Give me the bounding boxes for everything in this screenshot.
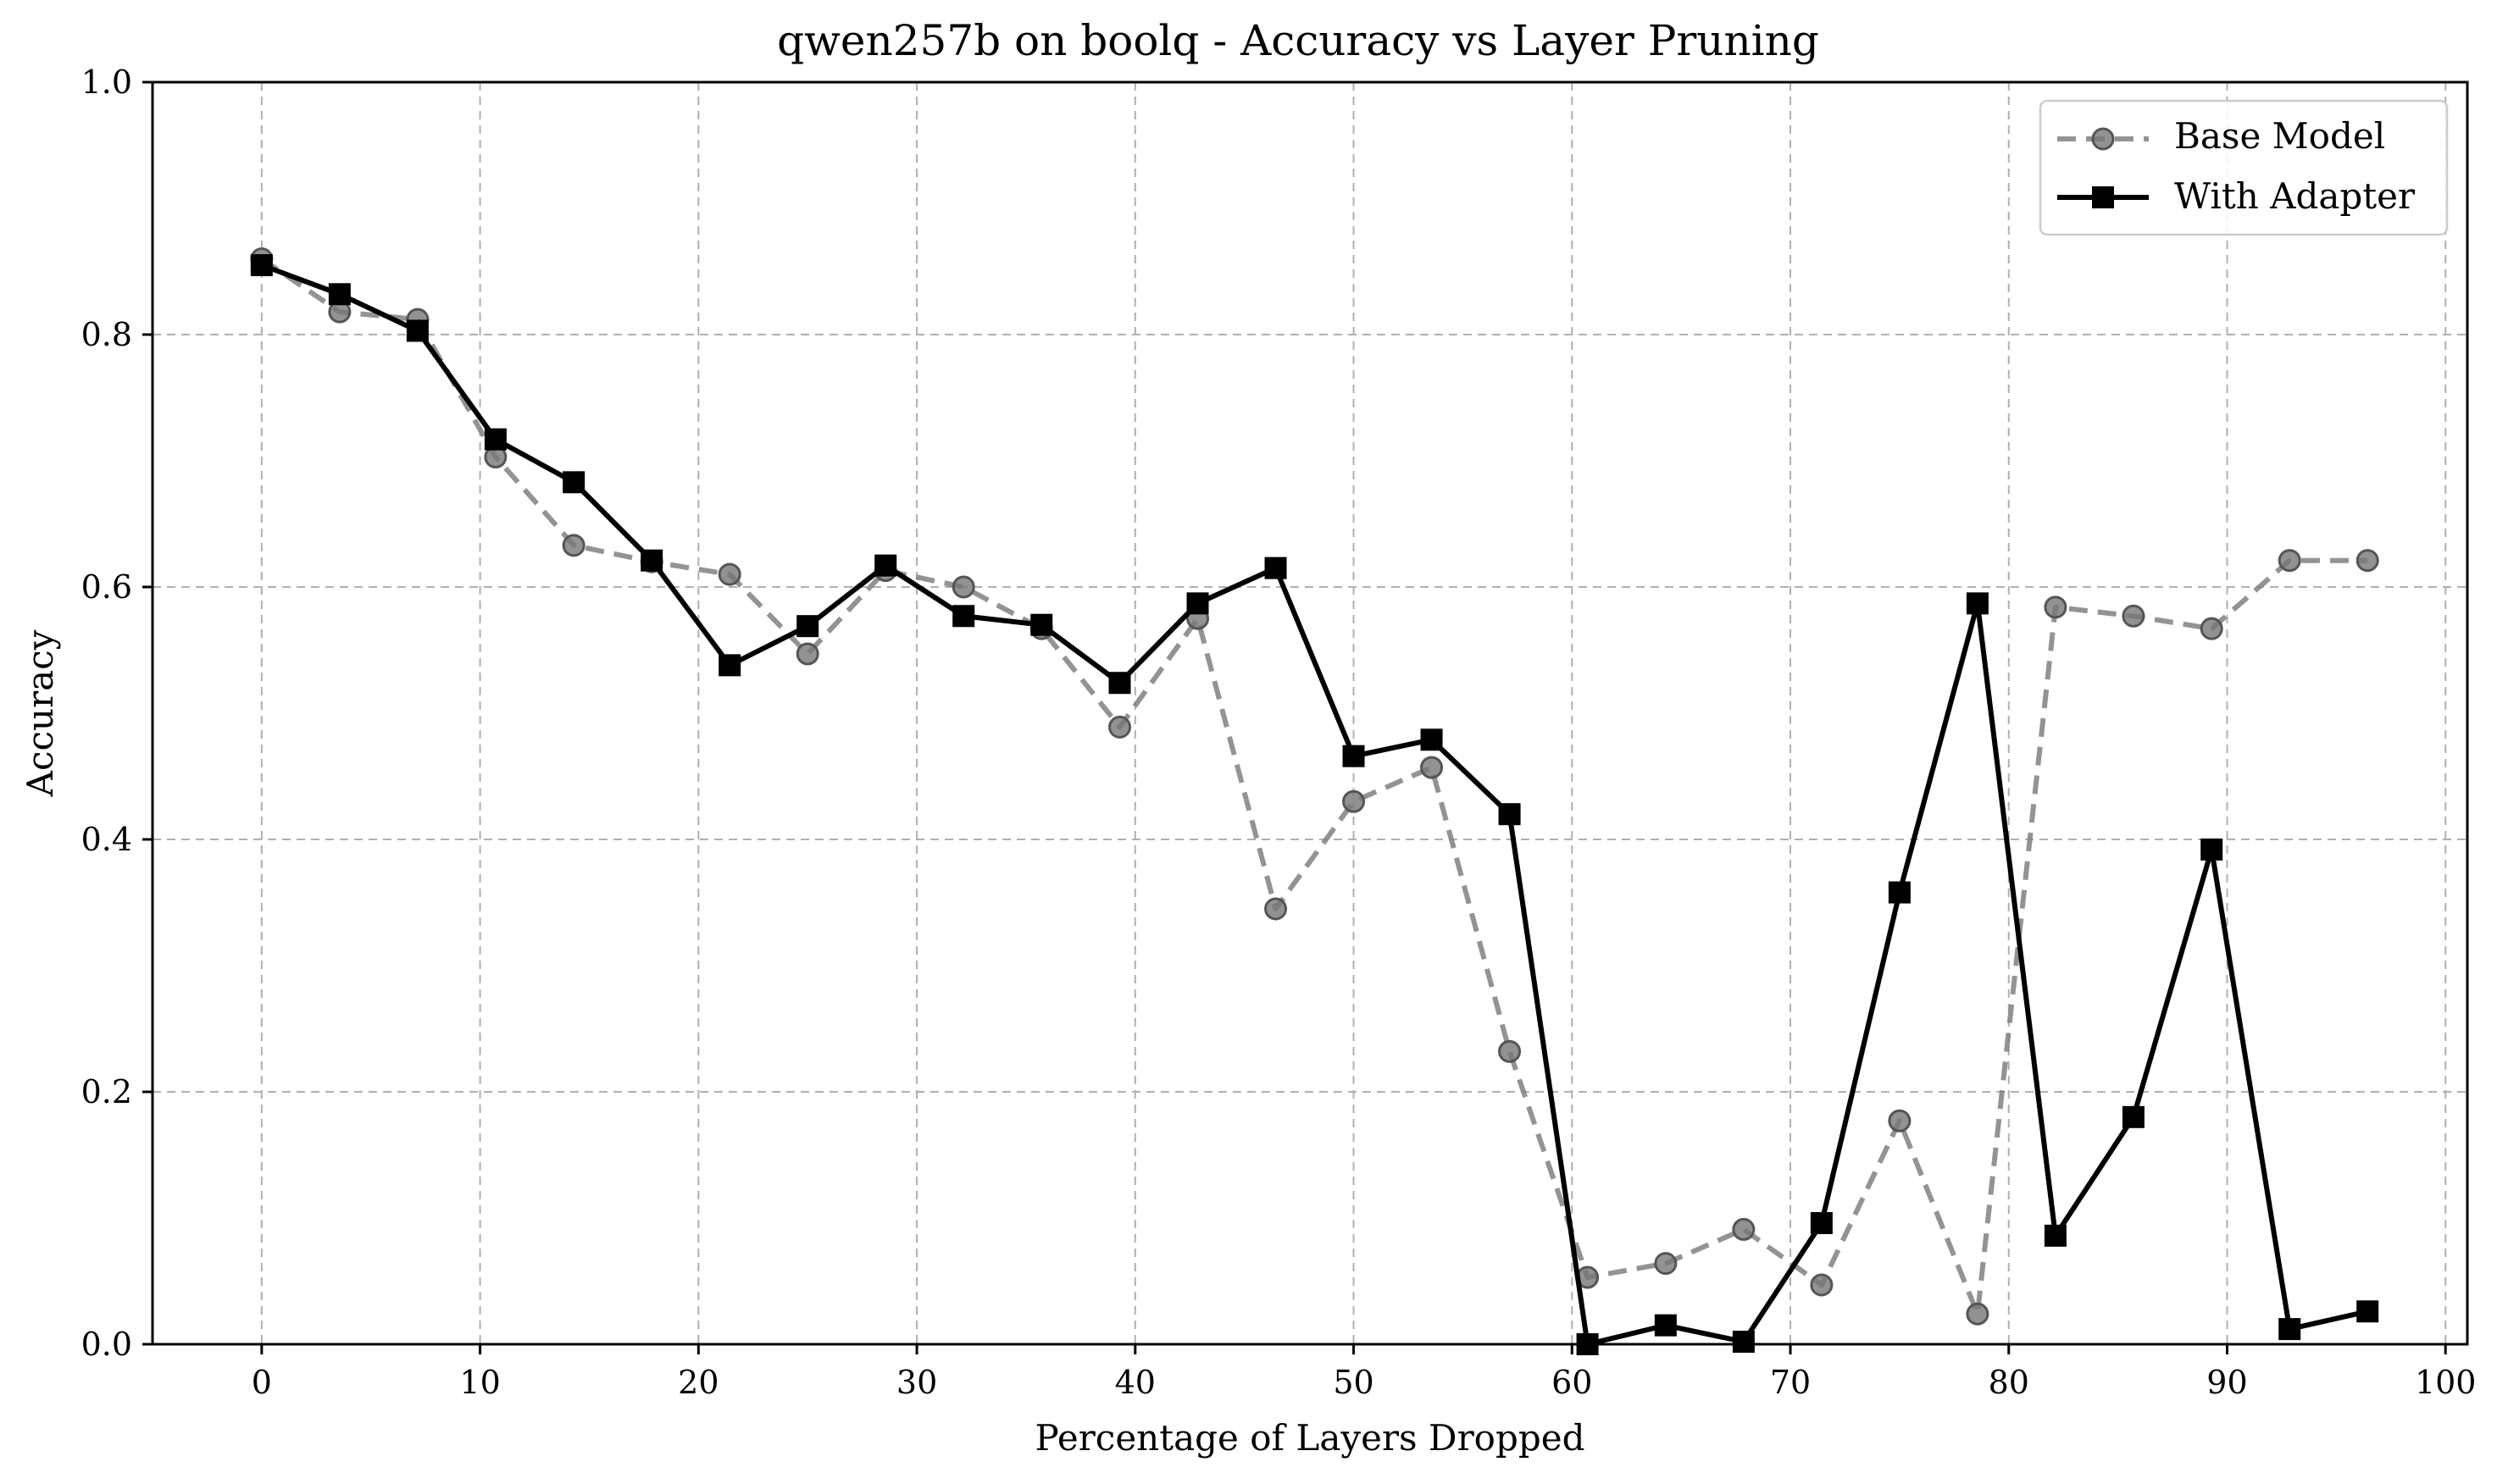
legend: Base Model With Adapter bbox=[2039, 99, 2449, 236]
data-point-with-adapter bbox=[406, 319, 429, 342]
x-tick-label: 100 bbox=[2415, 1364, 2477, 1401]
data-point-with-adapter bbox=[563, 471, 585, 494]
data-point-with-adapter bbox=[1810, 1211, 1833, 1234]
data-point-base-model bbox=[2044, 595, 2067, 619]
data-point-base-model bbox=[1966, 1302, 1989, 1326]
data-point-with-adapter bbox=[719, 654, 741, 677]
data-point-base-model bbox=[1732, 1217, 1756, 1241]
data-point-base-model bbox=[718, 562, 741, 586]
y-axis-label: Accuracy bbox=[19, 629, 61, 797]
x-tick-label: 40 bbox=[1115, 1364, 1156, 1401]
data-point-with-adapter bbox=[952, 605, 975, 628]
data-point-with-adapter bbox=[641, 549, 663, 572]
data-point-with-adapter bbox=[2200, 838, 2223, 861]
x-tick-label: 10 bbox=[459, 1364, 500, 1401]
data-point-base-model bbox=[2200, 617, 2223, 640]
data-point-with-adapter bbox=[1498, 803, 1521, 826]
series-line-base-model bbox=[260, 257, 2368, 1317]
data-point-base-model bbox=[1108, 715, 1132, 739]
x-tick-label: 80 bbox=[1989, 1364, 2029, 1401]
x-tick-label: 30 bbox=[896, 1364, 937, 1401]
data-point-base-model bbox=[2356, 549, 2379, 573]
x-tick-label: 0 bbox=[252, 1364, 272, 1401]
data-point-base-model bbox=[562, 534, 585, 557]
y-tick-label: 0.8 bbox=[81, 316, 132, 353]
x-tick-label: 60 bbox=[1551, 1364, 1592, 1401]
data-point-with-adapter bbox=[2356, 1300, 2379, 1323]
y-tick-label: 0.4 bbox=[81, 821, 132, 858]
data-point-with-adapter bbox=[1030, 613, 1053, 636]
data-point-with-adapter bbox=[1264, 556, 1287, 579]
series-with-adapter bbox=[250, 254, 2379, 1355]
data-point-base-model bbox=[1342, 789, 1366, 813]
plot-frame bbox=[151, 80, 2469, 1346]
legend-marker-base-model bbox=[2091, 127, 2115, 151]
data-point-with-adapter bbox=[328, 283, 351, 306]
data-point-with-adapter bbox=[484, 428, 507, 451]
data-point-base-model bbox=[1420, 756, 1444, 779]
legend-box bbox=[2039, 99, 2449, 236]
data-point-base-model bbox=[796, 642, 819, 666]
y-tick-label: 0.0 bbox=[81, 1326, 132, 1363]
plot-series bbox=[250, 247, 2379, 1355]
data-point-with-adapter bbox=[1888, 881, 1911, 904]
data-point-with-adapter bbox=[796, 615, 819, 638]
grid bbox=[153, 82, 2467, 1344]
data-point-with-adapter bbox=[1342, 745, 1365, 767]
x-tick-label: 50 bbox=[1333, 1364, 1373, 1401]
data-point-base-model bbox=[1888, 1109, 1912, 1132]
data-point-with-adapter bbox=[250, 254, 273, 277]
data-point-with-adapter bbox=[1186, 592, 1209, 615]
data-point-with-adapter bbox=[1732, 1331, 1755, 1354]
series-base-model bbox=[250, 247, 2379, 1326]
chart-title: qwen257b on boolq - Accuracy vs Layer Pr… bbox=[777, 16, 1819, 65]
data-point-with-adapter bbox=[1420, 728, 1443, 751]
data-point-with-adapter bbox=[2044, 1224, 2067, 1247]
data-point-base-model bbox=[2122, 604, 2145, 628]
x-tick-label: 70 bbox=[1770, 1364, 1811, 1401]
data-point-base-model bbox=[1264, 897, 1288, 921]
data-point-with-adapter bbox=[874, 554, 897, 577]
x-tick-label: 90 bbox=[2206, 1364, 2247, 1401]
data-point-base-model bbox=[1498, 1039, 1522, 1063]
data-point-with-adapter bbox=[1654, 1314, 1677, 1337]
legend-label-base-model: Base Model bbox=[2174, 115, 2385, 157]
series-line-with-adapter bbox=[260, 263, 2368, 1347]
x-tick-label: 20 bbox=[678, 1364, 719, 1401]
legend-label-with-adapter: With Adapter bbox=[2174, 175, 2416, 217]
legend-marker-with-adapter bbox=[2092, 186, 2114, 208]
data-point-base-model bbox=[1810, 1273, 1834, 1297]
data-point-with-adapter bbox=[1108, 672, 1131, 695]
y-tick-label: 0.6 bbox=[81, 568, 132, 606]
data-point-with-adapter bbox=[2278, 1318, 2301, 1341]
x-axis-label: Percentage of Layers Dropped bbox=[1035, 1417, 1585, 1459]
data-point-with-adapter bbox=[1966, 592, 1989, 615]
legend-swatches bbox=[2057, 127, 2149, 208]
y-tick-label: 1.0 bbox=[81, 64, 132, 101]
data-point-base-model bbox=[952, 575, 975, 599]
y-tick-label: 0.2 bbox=[81, 1073, 132, 1110]
data-point-base-model bbox=[2278, 549, 2301, 573]
data-point-base-model bbox=[1654, 1252, 1678, 1276]
data-point-with-adapter bbox=[2122, 1105, 2145, 1128]
axis-ticks: 0 10 20 30 40 50 60 70 80 90 100 0.0 0.2 0.4 0.6 0.8 1.0 bbox=[81, 64, 2477, 1401]
